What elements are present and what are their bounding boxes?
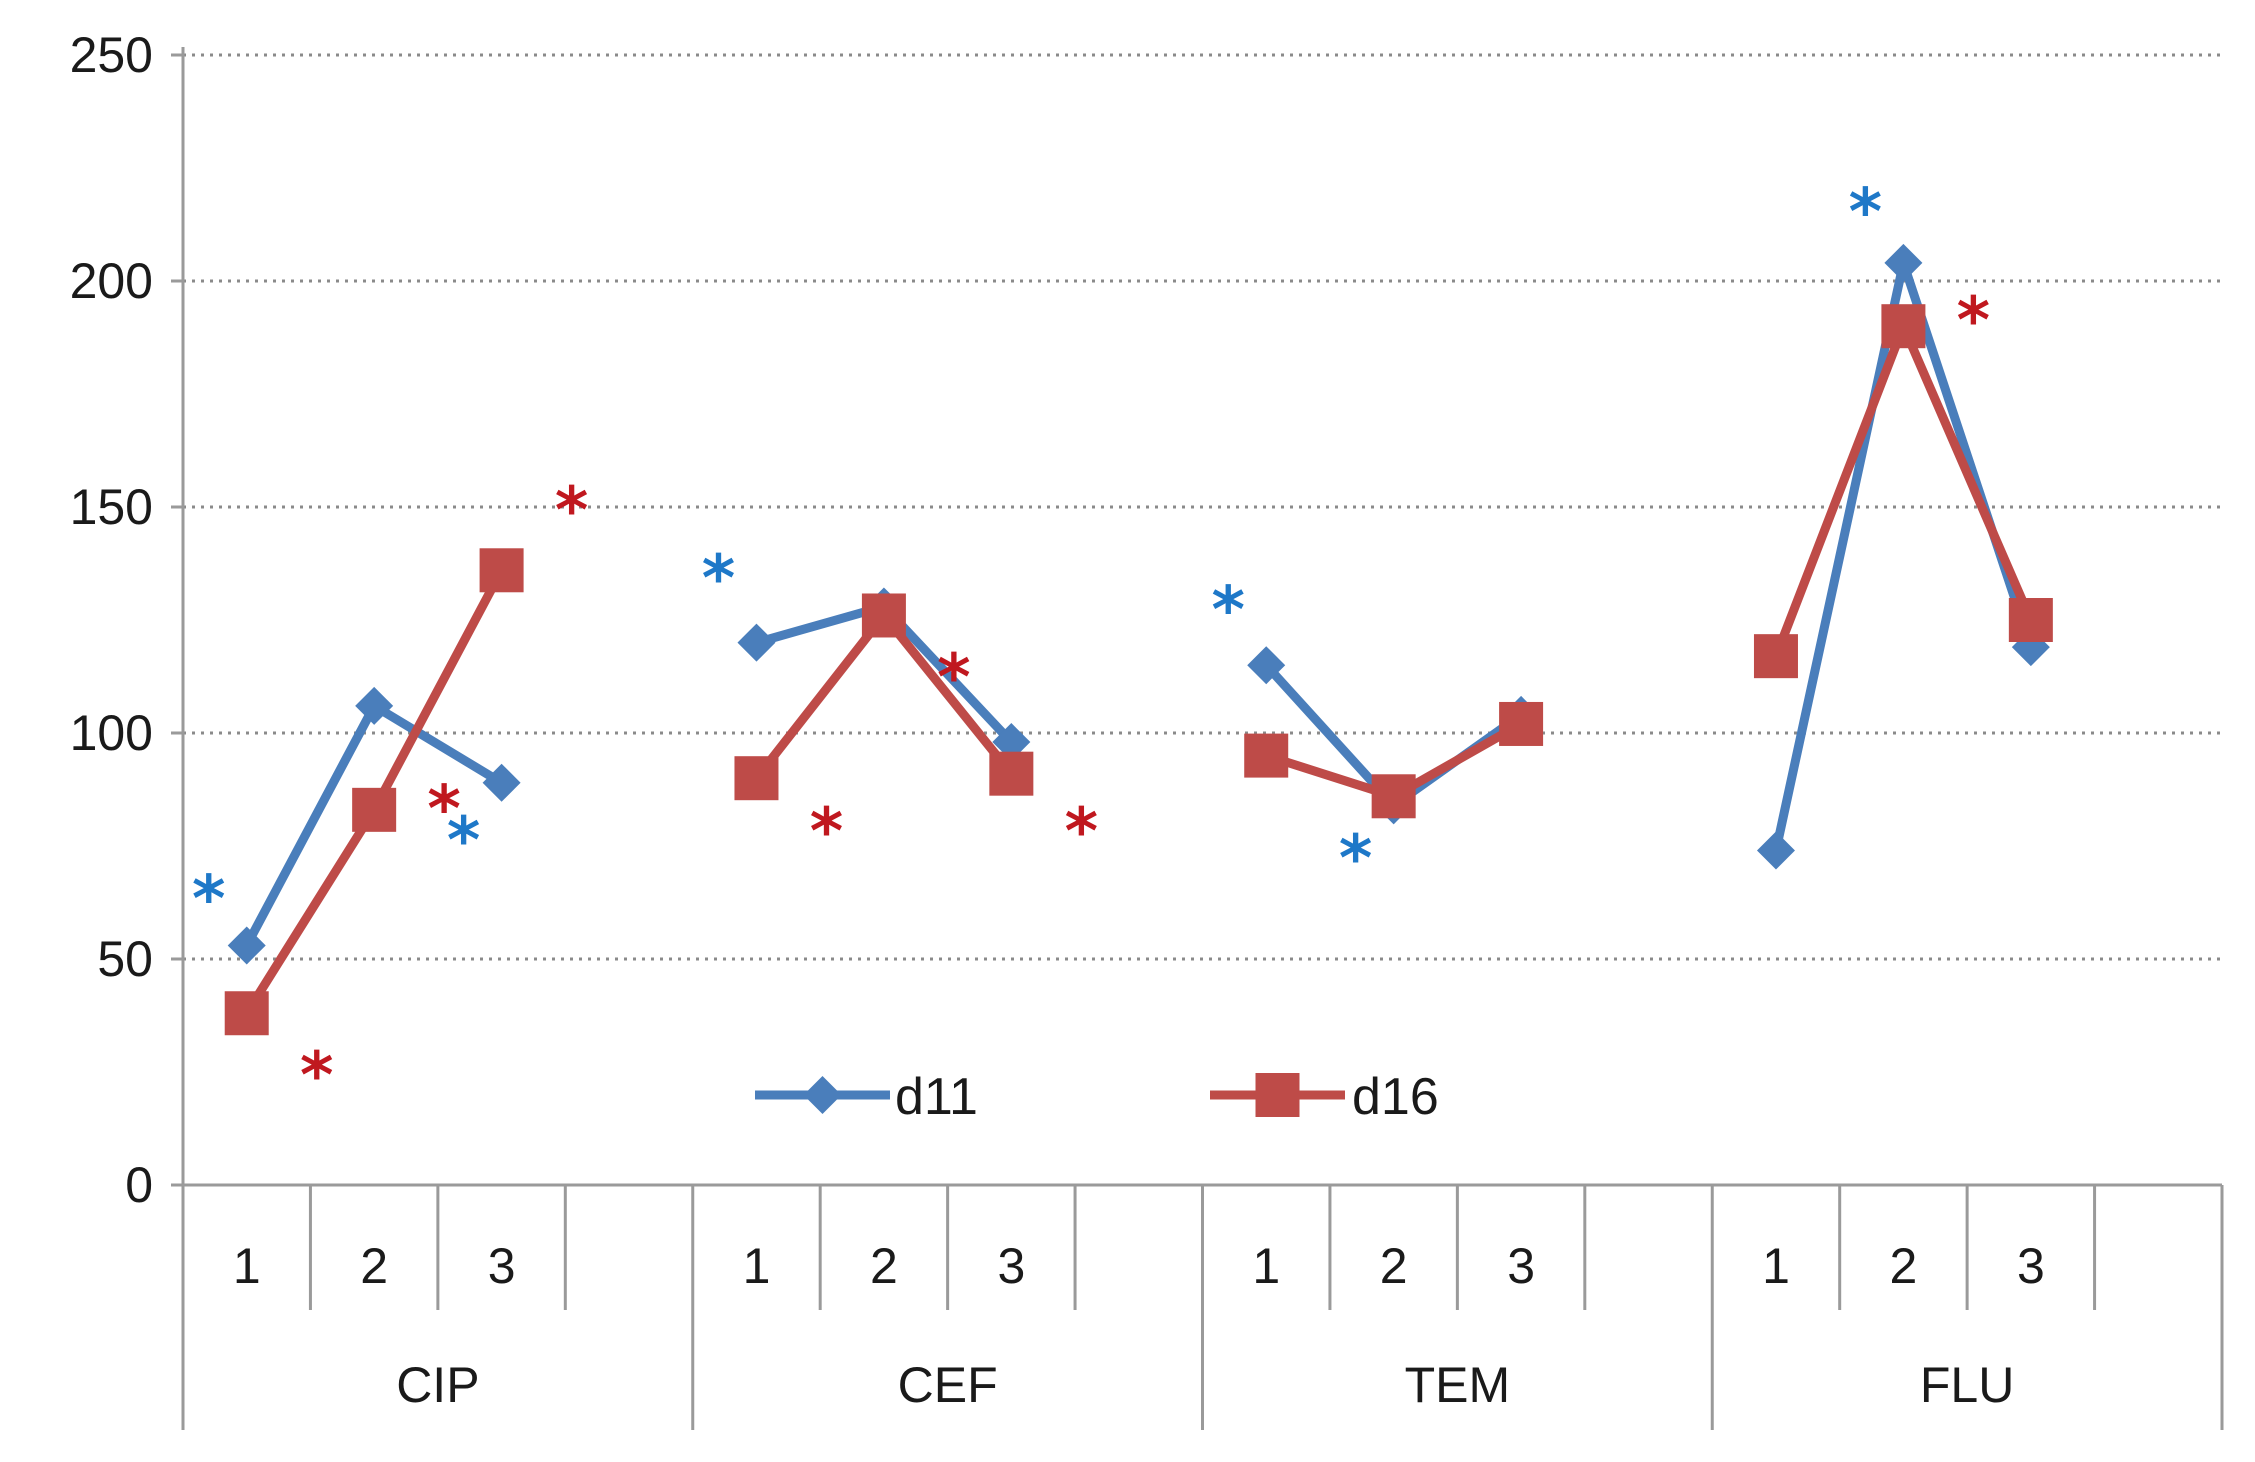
point-d16-FLU-3 [2008, 598, 2053, 642]
point-d16-TEM-3 [1499, 701, 1544, 746]
x-tick-label-TEM-2: 2 [1380, 1238, 1408, 1294]
point-d16-TEM-1 [1244, 733, 1289, 778]
point-d11-CIP-2 [355, 686, 394, 725]
annotation-star-d16-CEF-2: * [937, 642, 970, 716]
annotation-star-d11-CIP-1: * [192, 863, 225, 937]
y-axis-ticks: 0 50 100 150 200 250 [70, 27, 183, 1213]
series-d16 [224, 304, 2053, 1036]
x-tick-label-CEF-1: 1 [743, 1238, 771, 1294]
x-tick-label-CEF-2: 2 [870, 1238, 898, 1294]
point-d16-FLU-1 [1753, 634, 1798, 679]
point-d11-FLU-2 [1884, 243, 1923, 282]
annotation-star-d11-CIP-3: * [447, 804, 480, 878]
y-tick-label-200: 200 [70, 253, 153, 309]
gridlines [183, 53, 2222, 961]
x-tick-label-CEF-3: 3 [997, 1238, 1025, 1294]
x-tick-label-TEM-3: 3 [1507, 1238, 1535, 1294]
annotation-star-d16-CIP-1: * [300, 1039, 333, 1113]
series-layer [224, 243, 2053, 1036]
significance-annotations: ************* [192, 176, 1990, 1113]
annotation-star-d16-CEF-3: * [1065, 795, 1098, 869]
x-axis-ticks: 1 2 3 CIP 1 2 3 CEF 1 2 3 TEM 1 2 3 FLU [233, 1238, 2045, 1413]
point-d16-TEM-2 [1371, 774, 1416, 819]
point-d16-FLU-2 [1881, 304, 1926, 349]
legend-item-d11: d11 [755, 1068, 978, 1126]
series-d11 [227, 243, 2050, 965]
x-tick-label-TEM-1: 1 [1252, 1238, 1280, 1294]
point-d16-CIP-1 [224, 991, 269, 1036]
legend: d11 d16 [755, 1068, 1439, 1126]
legend-label-d16: d16 [1352, 1068, 1439, 1126]
series-line-d16-FLU [1771, 321, 2036, 661]
y-tick-label-50: 50 [97, 931, 153, 987]
point-d16-CEF-3 [989, 751, 1034, 796]
group-label-CEF: CEF [898, 1357, 998, 1413]
axes [171, 47, 2224, 1430]
legend-marker-d11 [803, 1076, 842, 1114]
annotation-star-d16-CEF-1: * [810, 795, 843, 869]
x-tick-label-FLU-3: 3 [2017, 1238, 2045, 1294]
point-d16-CEF-1 [734, 756, 779, 801]
annotation-star-d11-FLU-2: * [1849, 176, 1882, 250]
point-d16-CEF-2 [861, 593, 906, 638]
y-tick-label-100: 100 [70, 705, 153, 761]
point-d11-CEF-3 [992, 723, 1031, 762]
point-d16-CIP-2 [352, 787, 397, 832]
group-label-CIP: CIP [396, 1357, 479, 1413]
point-d11-TEM-1 [1247, 646, 1286, 685]
annotation-star-d11-TEM-1: * [1211, 574, 1244, 648]
annotation-star-d11-CEF-1: * [702, 542, 735, 616]
legend-marker-d16 [1255, 1073, 1300, 1117]
x-tick-label-CIP-1: 1 [233, 1238, 261, 1294]
point-d11-CIP-3 [482, 763, 521, 802]
y-tick-label-150: 150 [70, 479, 153, 535]
y-tick-label-250: 250 [70, 27, 153, 83]
x-tick-label-CIP-3: 3 [488, 1238, 516, 1294]
annotation-star-d11-TEM-2: * [1339, 823, 1372, 897]
x-tick-label-FLU-2: 2 [1890, 1238, 1918, 1294]
point-d16-CIP-3 [479, 548, 524, 593]
point-d11-CIP-1 [227, 926, 266, 965]
group-label-TEM: TEM [1405, 1357, 1511, 1413]
legend-label-d11: d11 [895, 1068, 978, 1126]
x-tick-label-CIP-2: 2 [360, 1238, 388, 1294]
annotation-star-d16-CIP-3: * [555, 474, 588, 548]
point-d11-FLU-1 [1756, 831, 1795, 870]
annotation-star-d16-CIP-2: * [427, 773, 460, 847]
point-d11-CEF-1 [737, 623, 776, 662]
legend-item-d16: d16 [1210, 1068, 1439, 1126]
y-tick-label-0: 0 [125, 1157, 153, 1213]
x-tick-label-FLU-1: 1 [1762, 1238, 1790, 1294]
annotation-star-d16-FLU-2: * [1957, 285, 1990, 359]
group-label-FLU: FLU [1920, 1357, 2014, 1413]
